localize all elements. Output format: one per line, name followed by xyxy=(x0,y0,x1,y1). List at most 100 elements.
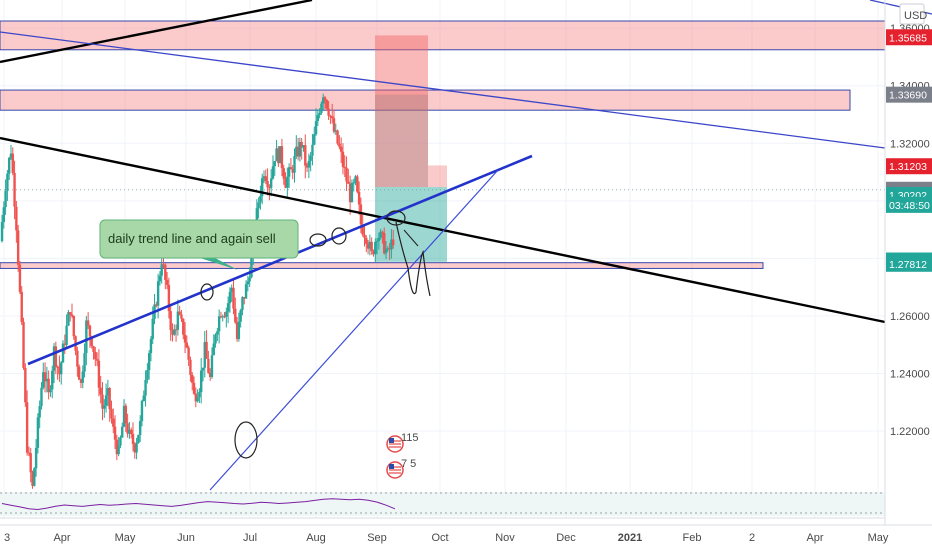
candle-body xyxy=(261,178,264,196)
candle-body xyxy=(271,166,275,179)
candle-body xyxy=(110,409,113,419)
blue-resistance-line xyxy=(0,31,886,149)
candle-body xyxy=(359,204,363,225)
candle-body xyxy=(356,176,359,192)
candle-body xyxy=(6,173,9,191)
candle-body xyxy=(76,350,79,367)
candle-body xyxy=(47,378,50,393)
candle-body xyxy=(368,241,372,249)
candle-body xyxy=(250,252,253,278)
time-tick-label: Apr xyxy=(53,532,70,544)
candle-body xyxy=(191,374,194,383)
candle-body xyxy=(226,303,230,312)
annotation-callout[interactable]: daily trend line and again sell xyxy=(99,219,299,270)
candle-body xyxy=(115,439,119,455)
candle-body xyxy=(266,181,269,188)
event-flag[interactable]: 7 5 xyxy=(386,458,416,479)
price-tick-label: 1.24000 xyxy=(890,368,930,380)
candle-body xyxy=(137,434,140,443)
candle-body xyxy=(142,395,145,402)
candle-body xyxy=(338,143,341,147)
candle-body xyxy=(212,343,215,356)
candle-body xyxy=(375,241,379,243)
stop-loss-area-2 xyxy=(428,165,447,188)
candle-body xyxy=(183,334,187,343)
candle-body xyxy=(291,169,294,173)
candle-body xyxy=(259,195,262,203)
price-badge xyxy=(886,255,932,272)
candle-body xyxy=(94,351,97,360)
candle-body xyxy=(347,181,350,184)
candle-body xyxy=(81,371,84,383)
currency-box[interactable] xyxy=(899,3,925,25)
callout-pointer xyxy=(200,258,238,270)
candle-body xyxy=(83,353,86,372)
candle-body xyxy=(221,316,224,318)
black-trendline-upper xyxy=(0,0,313,64)
time-tick-label: 2021 xyxy=(618,532,642,544)
candle-body xyxy=(262,176,266,179)
candle-body xyxy=(293,156,296,173)
candle-body xyxy=(34,447,38,469)
candle-body xyxy=(386,248,390,250)
zone-support xyxy=(0,262,764,269)
projection-path xyxy=(395,221,431,297)
candle-body xyxy=(365,237,368,244)
candle-body xyxy=(33,468,36,486)
oscillator-pane xyxy=(0,492,885,519)
candle-body xyxy=(164,264,167,280)
economic-events[interactable]: 115 7 5 xyxy=(386,432,419,479)
flag-canton xyxy=(389,438,394,443)
price-badge-label: 1.27812 xyxy=(889,259,927,271)
candle-body xyxy=(198,392,201,398)
candle-body xyxy=(103,405,106,409)
circle-marker xyxy=(309,233,327,247)
candle-body xyxy=(180,314,183,319)
candle-body xyxy=(182,318,185,335)
blue-support-line xyxy=(209,169,499,491)
candle-body xyxy=(113,426,117,440)
candle-body xyxy=(7,157,11,174)
candle-body xyxy=(207,358,210,373)
candle-body xyxy=(280,146,284,169)
time-tick-label: 3 xyxy=(4,532,10,544)
candle-body xyxy=(248,277,251,282)
candle-body xyxy=(269,178,273,188)
candle-body xyxy=(22,321,25,368)
candle-body xyxy=(309,155,312,161)
candle-body xyxy=(343,166,346,168)
candle-body xyxy=(277,148,280,164)
event-label: 115 xyxy=(401,432,419,444)
candle-body xyxy=(4,190,7,208)
candle-body xyxy=(31,472,34,486)
candle-body xyxy=(43,372,47,382)
candle-body xyxy=(243,297,246,299)
candle-body xyxy=(334,130,337,132)
position-shade xyxy=(375,94,428,188)
candle-body xyxy=(217,316,221,332)
price-badge xyxy=(886,196,932,213)
candle-body xyxy=(99,387,102,395)
candle-body xyxy=(300,141,303,148)
short-position-tool[interactable] xyxy=(375,35,447,262)
time-tick-label: May xyxy=(115,532,136,544)
candle-body xyxy=(155,304,158,306)
event-flag[interactable]: 115 xyxy=(386,432,419,453)
candle-body xyxy=(68,312,72,315)
candle-body xyxy=(56,366,59,368)
time-tick-label: Jun xyxy=(177,532,195,544)
candle-body xyxy=(122,405,126,427)
candle-body xyxy=(289,167,293,170)
candle-body xyxy=(284,178,287,188)
candle-body xyxy=(329,115,332,117)
candle-body xyxy=(29,453,32,473)
candle-body xyxy=(101,394,104,409)
circle-marker xyxy=(386,210,406,226)
candle-body xyxy=(61,343,65,363)
candle-body xyxy=(36,417,40,448)
candle-body xyxy=(298,141,302,157)
annotation-box[interactable] xyxy=(99,219,299,259)
candle-body xyxy=(173,329,176,335)
